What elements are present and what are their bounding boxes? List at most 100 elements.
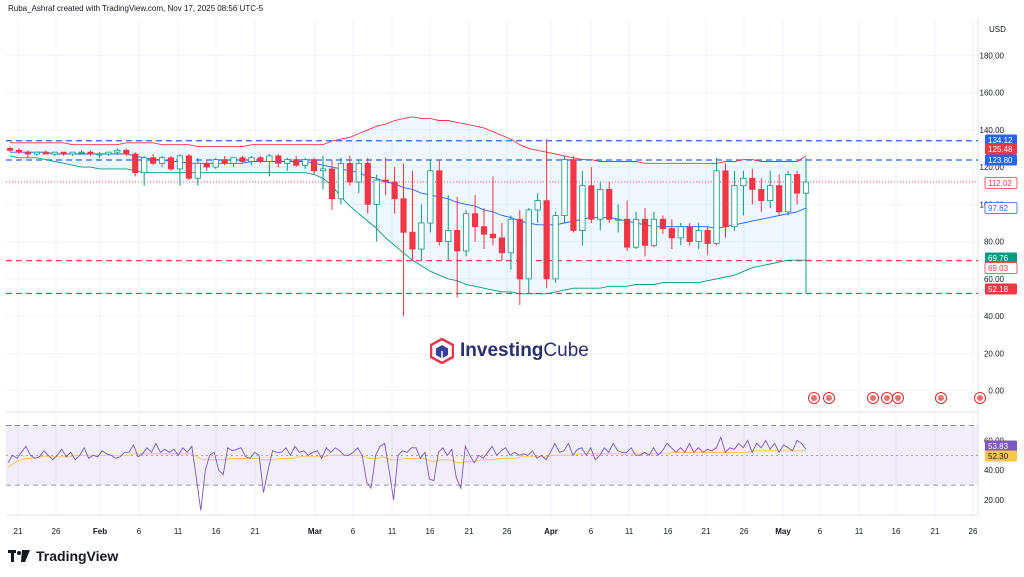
candle-body <box>87 151 94 155</box>
candle-body <box>105 151 112 155</box>
price-label-box <box>984 262 1018 274</box>
chart-header-credit: Ruba_Ashraf created with TradingView.com… <box>8 4 264 13</box>
candle-body <box>615 218 622 221</box>
time-axis-tick-label: 11 <box>855 527 864 536</box>
time-axis-tick-label: 21 <box>14 527 23 536</box>
price-axis-tick-label: 140.00 <box>980 126 1005 135</box>
time-axis-tick-label: May <box>775 527 791 536</box>
rsi-ma-line <box>7 450 806 468</box>
time-axis-tick-label: 6 <box>137 527 142 536</box>
candle-body <box>785 174 792 213</box>
candle-body <box>579 185 586 231</box>
candle-body <box>203 162 210 168</box>
time-axis-tick-label: 11 <box>388 527 397 536</box>
candle-body <box>266 155 273 162</box>
price-label-box <box>985 252 1017 264</box>
rsi-line <box>7 436 807 511</box>
candle-body <box>319 168 327 172</box>
candle-body <box>150 157 157 164</box>
time-axis-tick-label: 26 <box>740 527 749 536</box>
us-flag-icon <box>977 395 983 401</box>
candle-body <box>624 218 631 248</box>
candle-body <box>418 222 425 250</box>
candle-body <box>33 151 40 155</box>
price-label: 112.02 <box>988 179 1012 188</box>
us-flag-icon <box>870 395 876 401</box>
tradingview-logo-icon <box>8 550 30 562</box>
time-axis-tick-label: 16 <box>212 527 221 536</box>
candle-body <box>632 218 640 248</box>
time-axis-tick-label: 11 <box>625 527 634 536</box>
time-axis-tick-label: 16 <box>664 527 673 536</box>
watermark-text-1: Investing <box>460 340 544 361</box>
time-axis-tick-label: Feb <box>93 527 107 536</box>
candle-body <box>489 233 497 239</box>
bollinger-band-fill <box>10 116 806 294</box>
candle-body <box>525 209 532 280</box>
candle-body <box>132 153 139 174</box>
candle-body <box>221 159 228 164</box>
price-label-box <box>985 440 1017 452</box>
us-flag-icon <box>826 395 832 401</box>
time-axis-tick-label: 26 <box>969 527 978 536</box>
rsi-axis-tick-label: 40.00 <box>984 466 1005 475</box>
candle-body <box>230 157 237 164</box>
price-label-box <box>984 202 1018 214</box>
candle-body <box>15 149 23 153</box>
candle-body <box>445 230 452 243</box>
candle-body <box>534 200 541 211</box>
candle-body <box>409 231 416 250</box>
candle-body <box>248 157 255 162</box>
currency-label: USD <box>989 25 1006 34</box>
candle-body <box>141 157 148 174</box>
time-axis-tick-label: 16 <box>892 527 901 536</box>
candle-body <box>641 218 649 246</box>
investingcube-watermark: InvestingCube <box>430 338 589 364</box>
price-label: 134.12 <box>988 136 1013 145</box>
tradingview-logo-text: TradingView <box>36 548 119 564</box>
candle-body <box>597 189 604 220</box>
watermark-text-2: Cube <box>543 340 589 361</box>
price-axis-tick-label: 40.00 <box>984 312 1005 321</box>
candle-body <box>284 159 291 164</box>
time-axis-tick-label: 21 <box>931 527 940 536</box>
candle-body <box>176 155 184 170</box>
price-label-box <box>985 450 1017 462</box>
candle-body <box>659 218 666 229</box>
time-axis-tick-label: 21 <box>702 527 711 536</box>
us-flag-icon <box>895 395 901 401</box>
candle-body <box>427 170 434 224</box>
candle-body <box>543 200 550 280</box>
us-flag-icon <box>938 395 944 401</box>
price-label-box <box>984 177 1018 189</box>
candle-body <box>212 159 219 168</box>
time-axis-tick-label: 6 <box>351 527 356 536</box>
candle-body <box>552 215 559 280</box>
time-axis-tick-label: 6 <box>818 527 823 536</box>
time-axis-tick-label: 21 <box>251 527 260 536</box>
candle-body <box>740 177 747 187</box>
price-label: 53.83 <box>988 442 1009 451</box>
candle-body <box>24 151 31 155</box>
candle-body <box>570 159 577 231</box>
candle-body <box>400 198 407 233</box>
price-axis-tick-label: 160.00 <box>980 89 1005 98</box>
candle-body <box>454 230 461 252</box>
candle-body <box>364 162 371 205</box>
candle-body <box>185 155 192 179</box>
time-axis-tick-label: 21 <box>465 527 474 536</box>
price-axis-tick-label: 80.00 <box>984 238 1005 247</box>
candle-body <box>749 177 756 190</box>
price-label: 69.76 <box>988 254 1009 263</box>
candle-body <box>480 226 488 235</box>
tradingview-logo[interactable]: TradingView <box>8 548 118 564</box>
price-label: 97.62 <box>988 204 1009 213</box>
candle-body <box>793 174 801 194</box>
candle-body <box>391 181 398 200</box>
price-axis-tick-label: 0.00 <box>988 387 1004 396</box>
candle-body <box>158 157 166 164</box>
price-label-box <box>985 134 1017 146</box>
candle-body <box>311 159 318 172</box>
price-axis-tick-label: 20.00 <box>984 349 1005 358</box>
